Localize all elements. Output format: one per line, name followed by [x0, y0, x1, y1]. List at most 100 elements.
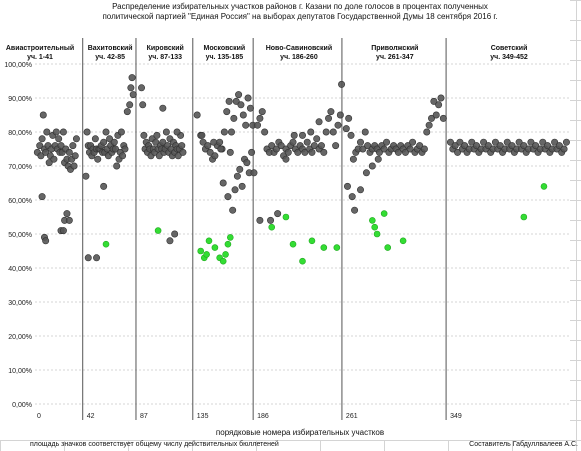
data-point — [38, 135, 46, 143]
y-tick-label: 60,00% — [8, 198, 32, 205]
data-point — [329, 128, 337, 136]
data-point — [226, 234, 234, 241]
data-point — [362, 169, 370, 177]
data-point — [254, 121, 262, 129]
data-point — [162, 128, 170, 136]
y-tick-label: 50,00% — [8, 232, 32, 239]
data-point — [223, 108, 231, 116]
data-point — [197, 247, 205, 255]
data-point — [110, 138, 118, 146]
data-point — [432, 111, 440, 119]
data-point — [139, 101, 147, 109]
x-tick-label: 42 — [87, 413, 95, 420]
district-name: Вахитовский — [88, 44, 133, 52]
data-point — [82, 172, 90, 180]
data-point — [315, 118, 323, 126]
y-tick-label: 10,00% — [8, 368, 32, 375]
data-point — [42, 237, 50, 245]
data-point — [356, 186, 364, 194]
data-point — [205, 237, 213, 245]
data-point — [246, 104, 254, 112]
data-point — [225, 97, 233, 105]
data-point — [520, 213, 528, 221]
district-range: уч. 1-41 — [27, 54, 53, 61]
data-point — [72, 135, 80, 143]
data-point — [65, 148, 73, 156]
data-point — [138, 84, 146, 92]
data-point — [39, 111, 47, 119]
data-point — [551, 138, 559, 146]
data-point — [166, 237, 174, 245]
district-range: уч. 349-452 — [490, 54, 528, 61]
data-point — [317, 142, 325, 150]
data-point — [38, 193, 46, 201]
data-point — [437, 94, 445, 102]
x-tick-label: 261 — [346, 413, 358, 420]
y-tick-label: 70,00% — [8, 164, 32, 171]
data-point — [496, 142, 504, 150]
data-point — [274, 210, 282, 218]
data-point — [416, 142, 424, 150]
district-range: уч. 42-85 — [95, 54, 125, 61]
data-point — [111, 145, 119, 153]
data-point — [243, 159, 251, 167]
data-point — [307, 128, 315, 136]
data-point — [256, 216, 264, 224]
data-point — [159, 138, 167, 146]
data-point — [128, 74, 136, 82]
data-point — [268, 142, 276, 150]
data-point — [401, 148, 409, 156]
data-point — [261, 128, 269, 136]
district-range: уч. 135-185 — [206, 54, 244, 61]
data-point — [229, 206, 237, 214]
data-point — [394, 148, 402, 156]
data-point — [65, 216, 73, 224]
data-point — [480, 138, 488, 146]
data-point — [348, 193, 356, 201]
district-name: Советский — [491, 44, 528, 52]
data-point — [113, 162, 121, 170]
data-point — [294, 148, 302, 156]
x-tick-label: 349 — [450, 413, 462, 420]
district-range: уч. 186-260 — [280, 54, 318, 61]
data-point — [59, 128, 67, 136]
data-point — [100, 138, 108, 146]
data-point — [204, 142, 212, 150]
data-point — [219, 179, 227, 187]
data-point — [174, 152, 182, 160]
data-point — [338, 80, 346, 88]
data-point — [461, 142, 469, 150]
data-point — [451, 142, 459, 150]
data-point — [238, 182, 246, 190]
data-point — [560, 145, 568, 153]
data-point — [70, 162, 78, 170]
data-point — [472, 142, 480, 150]
data-point — [289, 240, 297, 248]
data-point — [152, 138, 160, 146]
x-tick-label: 186 — [257, 413, 269, 420]
data-point — [532, 142, 540, 150]
data-point — [369, 217, 376, 224]
district-name: Ново-Савиновский — [266, 44, 332, 52]
footnote-right: Составитель Габдуллвалеев А.С. — [469, 441, 578, 448]
data-point — [544, 142, 552, 150]
data-point — [42, 148, 50, 156]
data-point — [332, 142, 340, 150]
data-point — [84, 254, 92, 262]
data-point — [121, 145, 129, 153]
data-point — [258, 108, 266, 116]
data-point — [199, 138, 207, 146]
data-point — [409, 138, 417, 146]
data-point — [439, 114, 447, 122]
data-point — [159, 104, 167, 112]
data-point — [178, 142, 186, 150]
x-tick-label: 0 — [37, 413, 41, 420]
data-point — [94, 155, 102, 163]
y-tick-label: 0,00% — [12, 402, 32, 409]
data-point — [375, 148, 383, 156]
data-point — [267, 216, 275, 224]
data-point — [308, 237, 316, 245]
data-point — [380, 210, 388, 217]
data-point — [349, 155, 357, 163]
data-point — [361, 128, 369, 136]
